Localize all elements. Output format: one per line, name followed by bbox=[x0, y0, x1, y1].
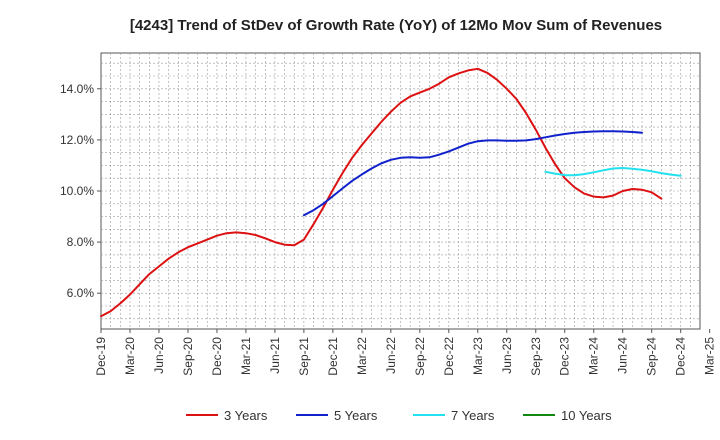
x-tick-label: Sep-21 bbox=[297, 337, 311, 376]
legend-label: 7 Years bbox=[451, 408, 495, 423]
x-tick-label: Mar-24 bbox=[587, 337, 601, 375]
legend: 3 Years 5 Years 7 Years 10 Years bbox=[186, 408, 612, 423]
series-line-5-years bbox=[302, 130, 643, 217]
x-tick-label: Dec-19 bbox=[94, 337, 108, 376]
x-tick-label: Dec-24 bbox=[674, 337, 688, 376]
legend-label: 3 Years bbox=[224, 408, 268, 423]
series-lines bbox=[100, 67, 682, 318]
x-tick-label: Jun-20 bbox=[152, 337, 166, 374]
x-tick-label: Dec-23 bbox=[558, 337, 572, 376]
y-axis-ticks: 6.0% 8.0% 10.0% 12.0% 14.0% bbox=[60, 82, 101, 300]
y-tick-label: 14.0% bbox=[60, 82, 94, 96]
x-tick-label: Sep-22 bbox=[413, 337, 427, 376]
y-tick-label: 6.0% bbox=[67, 286, 95, 300]
x-tick-label: Mar-23 bbox=[471, 337, 485, 375]
legend-label: 5 Years bbox=[334, 408, 378, 423]
y-tick-label: 12.0% bbox=[60, 133, 94, 147]
x-tick-label: Mar-20 bbox=[123, 337, 137, 375]
x-tick-label: Mar-21 bbox=[239, 337, 253, 375]
x-tick-label: Dec-21 bbox=[326, 337, 340, 376]
x-tick-label: Sep-24 bbox=[645, 337, 659, 376]
x-axis-ticks: Dec-19 Mar-20 Jun-20 Sep-20 Dec-20 Mar-21 Jun-… bbox=[94, 329, 717, 376]
x-tick-label: Jun-22 bbox=[384, 337, 398, 374]
series-line-7-years bbox=[544, 167, 682, 177]
x-tick-label: Mar-25 bbox=[703, 337, 717, 375]
x-tick-label: Jun-21 bbox=[268, 337, 282, 374]
x-tick-label: Dec-20 bbox=[210, 337, 224, 376]
x-tick-label: Jun-23 bbox=[500, 337, 514, 374]
chart-title: [4243] Trend of StDev of Growth Rate (Yo… bbox=[130, 17, 662, 34]
x-tick-label: Sep-23 bbox=[529, 337, 543, 376]
series-line-3-years bbox=[100, 67, 663, 318]
y-tick-label: 10.0% bbox=[60, 184, 94, 198]
x-tick-label: Mar-22 bbox=[355, 337, 369, 375]
grid bbox=[101, 53, 700, 329]
x-tick-label: Sep-20 bbox=[181, 337, 195, 376]
x-tick-label: Jun-24 bbox=[616, 337, 630, 374]
x-tick-label: Dec-22 bbox=[442, 337, 456, 376]
legend-label: 10 Years bbox=[561, 408, 612, 423]
y-tick-label: 8.0% bbox=[67, 235, 95, 249]
